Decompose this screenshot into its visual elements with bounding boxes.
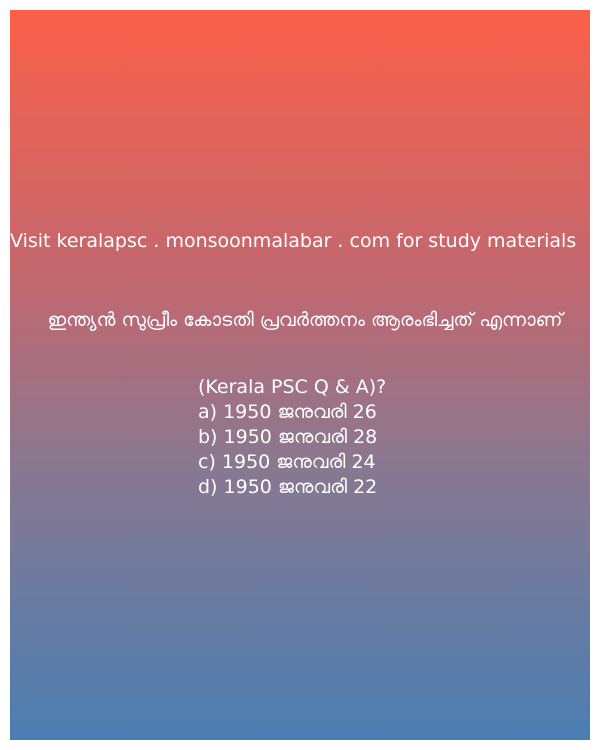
option-a: a) 1950 ജനുവരി 26 [198,401,377,423]
option-c: c) 1950 ജനുവരി 24 [198,451,376,473]
question-text: ഇന്ത്യൻ സുപ്രീം കോടതി പ്രവർത്തനം ആരംഭിച്… [47,309,563,331]
answer-block: (Kerala PSC Q & A)? a) 1950 ജനുവരി 26 b)… [198,375,578,500]
quiz-card: Visit keralapsc . monsoonmalabar . com f… [10,10,590,740]
option-b: b) 1950 ജനുവരി 28 [198,426,378,448]
promo-text: Visit keralapsc . monsoonmalabar . com f… [10,230,577,252]
question-tag: (Kerala PSC Q & A)? [198,376,387,398]
option-d: d) 1950 ജനുവരി 22 [198,476,378,498]
